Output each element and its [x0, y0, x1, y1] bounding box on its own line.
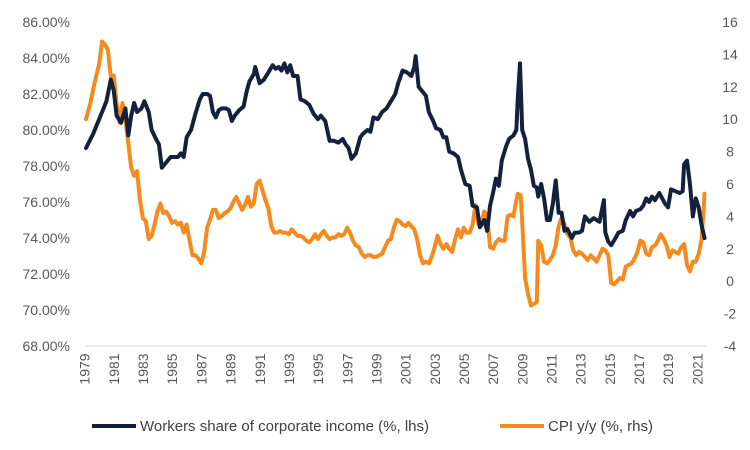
left-tick-label: 82.00%: [23, 86, 70, 102]
left-tick-label: 70.00%: [23, 302, 70, 318]
right-tick-label: 0: [726, 273, 734, 289]
x-tick-label: 2007: [485, 353, 501, 384]
right-tick-label: -2: [724, 306, 737, 322]
x-tick-label: 2001: [398, 353, 414, 384]
legend-label-cpi: CPI y/y (%, rhs): [548, 418, 653, 435]
right-tick-label: 16: [722, 14, 738, 30]
x-tick-label: 2019: [660, 353, 676, 384]
right-tick-label: 6: [726, 176, 734, 192]
left-axis-ticks: 68.00% 70.00% 72.00% 74.00% 76.00% 78.00% 80.0…: [23, 14, 70, 354]
x-axis-ticks: 1979 1981 1983 1985 1987 1989 1991 1993 1995 1997…: [77, 353, 706, 384]
series-line-workers-share: [84, 54, 707, 248]
x-tick-label: 2021: [689, 353, 705, 384]
x-tick-label: 1983: [135, 353, 151, 384]
right-tick-label: -4: [724, 338, 737, 354]
x-tick-label: 1989: [223, 353, 239, 384]
x-tick-label: 1997: [339, 353, 355, 384]
x-tick-label: 2013: [573, 353, 589, 384]
x-tick-label: 2015: [602, 353, 618, 384]
right-tick-label: 2: [726, 241, 734, 257]
right-tick-label: 4: [726, 208, 734, 224]
x-tick-label: 1993: [281, 353, 297, 384]
x-tick-label: 2011: [544, 354, 560, 384]
x-tick-label: 1995: [310, 353, 326, 384]
x-tick-label: 1987: [193, 353, 209, 384]
x-tick-label: 1981: [106, 353, 122, 384]
x-tick-label: 2009: [514, 353, 530, 384]
right-tick-label: 10: [722, 111, 738, 127]
x-tick-label: 1991: [252, 353, 268, 384]
series-layer: [84, 39, 707, 308]
x-tick-label: 2003: [427, 353, 443, 384]
series-line-cpi: [84, 39, 707, 308]
right-axis-ticks: -4 -2 0 2 4 6 8 10 12 14 16: [722, 14, 738, 354]
x-tick-label: 1999: [368, 353, 384, 384]
left-tick-label: 72.00%: [23, 266, 70, 282]
legend-label-workers-share: Workers share of corporate income (%, lh…: [140, 418, 429, 435]
right-tick-label: 14: [722, 46, 738, 62]
left-tick-label: 76.00%: [23, 194, 70, 210]
right-tick-label: 12: [722, 79, 738, 95]
left-tick-label: 86.00%: [23, 14, 70, 30]
x-tick-label: 2017: [631, 353, 647, 384]
x-tick-label: 1979: [77, 353, 93, 384]
left-tick-label: 74.00%: [23, 230, 70, 246]
x-tick-label: 1985: [164, 353, 180, 384]
right-tick-label: 8: [726, 144, 734, 160]
left-tick-label: 78.00%: [23, 158, 70, 174]
left-tick-label: 80.00%: [23, 122, 70, 138]
x-tick-label: 2005: [456, 353, 472, 384]
left-tick-label: 84.00%: [23, 50, 70, 66]
legend: Workers share of corporate income (%, lh…: [92, 418, 653, 435]
left-tick-label: 68.00%: [23, 338, 70, 354]
